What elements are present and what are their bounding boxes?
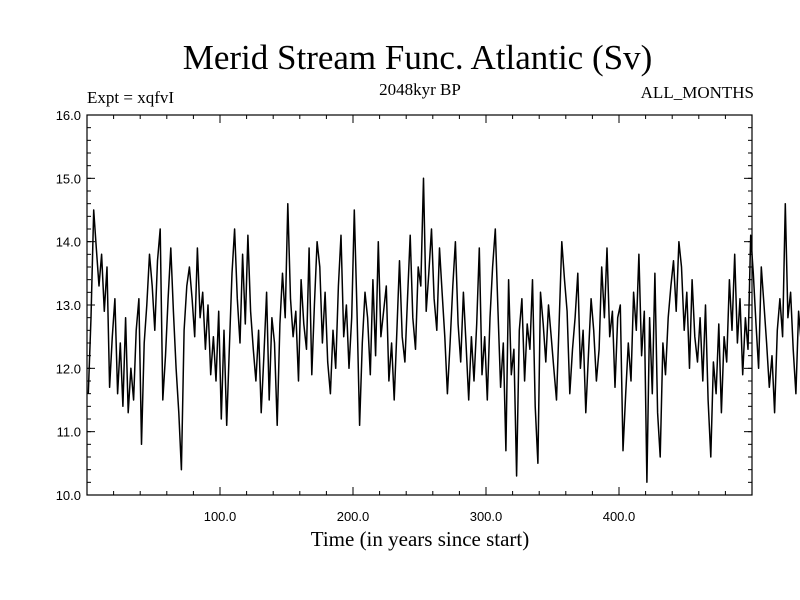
season-label: ALL_MONTHS — [640, 83, 754, 102]
series-line — [87, 177, 800, 484]
x-tick-label: 100.0 — [204, 509, 237, 524]
chart-subtitle: 2048kyr BP — [379, 80, 461, 99]
x-axis-label: Time (in years since start) — [310, 527, 530, 551]
y-tick-label: 12.0 — [56, 361, 81, 376]
chart-title: Merid Stream Func. Atlantic (Sv) — [182, 38, 653, 77]
y-tick-label: 10.0 — [56, 488, 81, 503]
experiment-label: Expt = xqfvI — [87, 88, 175, 107]
y-tick-label: 16.0 — [56, 108, 81, 123]
y-tick-label: 11.0 — [57, 425, 81, 440]
y-tick-label: 14.0 — [56, 235, 81, 250]
plot-frame — [86, 114, 753, 496]
series-layer — [87, 177, 800, 484]
axis-ticks: 10.0 11.0 12.0 13.0 14.0 15.0 16.0 100.0 200.0 30… — [56, 108, 752, 524]
x-tick-label: 300.0 — [470, 509, 503, 524]
x-tick-label: 200.0 — [337, 509, 370, 524]
x-tick-label: 400.0 — [603, 509, 636, 524]
y-tick-label: 13.0 — [56, 298, 81, 313]
y-tick-label: 15.0 — [56, 171, 81, 186]
